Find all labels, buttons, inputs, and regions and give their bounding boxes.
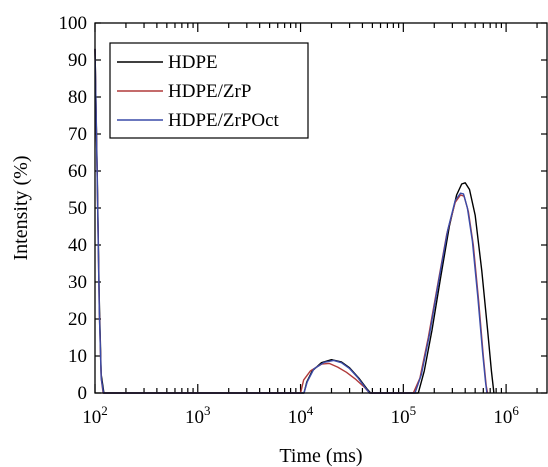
y-tick-label: 30: [68, 272, 87, 293]
x-axis: 102 103 104 105 106: [82, 23, 538, 428]
y-tick-label: 10: [68, 346, 87, 367]
y-tick-label: 40: [68, 235, 87, 256]
x-tick-label: 106: [493, 403, 519, 428]
y-tick-label: 80: [68, 87, 87, 108]
y-tick-label: 0: [78, 383, 88, 404]
x-tick-label: 102: [82, 403, 108, 428]
legend-label-hdpe-zrp: HDPE/ZrP: [168, 81, 251, 102]
y-tick-label: 50: [68, 198, 87, 219]
y-axis-title: Intensity (%): [10, 156, 32, 261]
legend-label-hdpe-zrpoct: HDPE/ZrPOct: [168, 110, 280, 131]
plot-area-frame: [94, 22, 548, 394]
y-tick-label: 90: [68, 50, 87, 71]
x-tick-label: 104: [288, 403, 314, 428]
x-tick-label: 105: [391, 403, 417, 428]
y-axis: 0 10 20 30 40 50 60 70 80 90 100: [59, 13, 547, 404]
y-tick-label: 20: [68, 309, 87, 330]
legend: HDPE HDPE/ZrP HDPE/ZrPOct: [109, 42, 309, 139]
y-tick-label: 70: [68, 124, 87, 145]
y-tick-label: 100: [59, 13, 88, 34]
x-tick-label: 103: [185, 403, 211, 428]
y-tick-label: 60: [68, 161, 87, 182]
x-axis-title: Time (ms): [279, 445, 362, 467]
legend-label-hdpe: HDPE: [168, 52, 218, 73]
